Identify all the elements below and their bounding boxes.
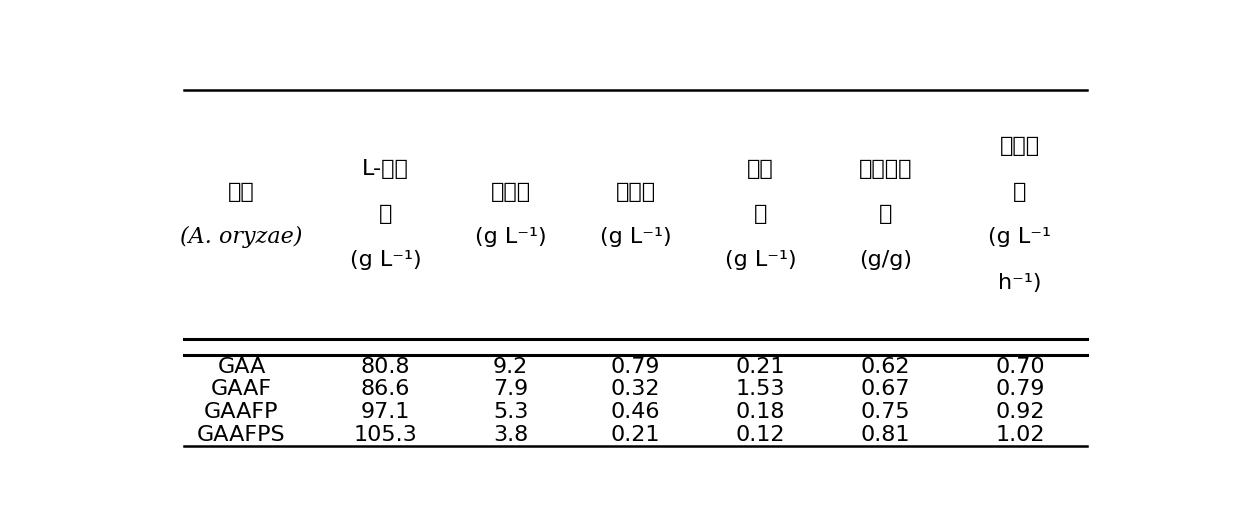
Text: 0.21: 0.21	[735, 357, 785, 376]
Text: h⁻¹): h⁻¹)	[998, 273, 1042, 293]
Text: (g/g): (g/g)	[859, 250, 911, 270]
Text: 0.79: 0.79	[611, 357, 660, 376]
Text: 苹果酸得: 苹果酸得	[858, 159, 913, 179]
Text: GAAFPS: GAAFPS	[197, 425, 285, 445]
Text: 3.8: 3.8	[494, 425, 528, 445]
Text: (A. oryzae): (A. oryzae)	[180, 226, 303, 248]
Text: 丙酮: 丙酮	[746, 159, 774, 179]
Text: 度: 度	[1013, 182, 1027, 202]
Text: 0.12: 0.12	[735, 425, 785, 445]
Text: 酸: 酸	[379, 204, 392, 225]
Text: 5.3: 5.3	[492, 402, 528, 422]
Text: 80.8: 80.8	[361, 357, 410, 376]
Text: GAAFP: GAAFP	[205, 402, 279, 422]
Text: 105.3: 105.3	[353, 425, 418, 445]
Text: (g L⁻¹): (g L⁻¹)	[475, 227, 547, 247]
Text: 0.79: 0.79	[996, 380, 1044, 400]
Text: 0.81: 0.81	[861, 425, 910, 445]
Text: (g L⁻¹: (g L⁻¹	[988, 227, 1052, 247]
Text: 0.46: 0.46	[611, 402, 660, 422]
Text: 0.75: 0.75	[861, 402, 910, 422]
Text: 富马酸: 富马酸	[615, 182, 656, 202]
Text: 率: 率	[879, 204, 892, 225]
Text: 86.6: 86.6	[361, 380, 410, 400]
Text: (g L⁻¹): (g L⁻¹)	[724, 250, 796, 270]
Text: 0.67: 0.67	[861, 380, 910, 400]
Text: GAAF: GAAF	[211, 380, 272, 400]
Text: 7.9: 7.9	[494, 380, 528, 400]
Text: L-苹果: L-苹果	[362, 159, 409, 179]
Text: 菌株: 菌株	[228, 182, 255, 202]
Text: (g L⁻¹): (g L⁻¹)	[350, 250, 422, 270]
Text: 琥珀酸: 琥珀酸	[491, 182, 531, 202]
Text: 生产强: 生产强	[999, 136, 1040, 156]
Text: 0.62: 0.62	[861, 357, 910, 376]
Text: 0.18: 0.18	[735, 402, 785, 422]
Text: 9.2: 9.2	[494, 357, 528, 376]
Text: 1.02: 1.02	[996, 425, 1044, 445]
Text: (g L⁻¹): (g L⁻¹)	[600, 227, 671, 247]
Text: 1.53: 1.53	[735, 380, 785, 400]
Text: 0.70: 0.70	[994, 357, 1045, 376]
Text: 0.32: 0.32	[611, 380, 660, 400]
Text: GAA: GAA	[217, 357, 265, 376]
Text: 酸: 酸	[754, 204, 768, 225]
Text: 0.92: 0.92	[996, 402, 1044, 422]
Text: 97.1: 97.1	[361, 402, 410, 422]
Text: 0.21: 0.21	[611, 425, 660, 445]
